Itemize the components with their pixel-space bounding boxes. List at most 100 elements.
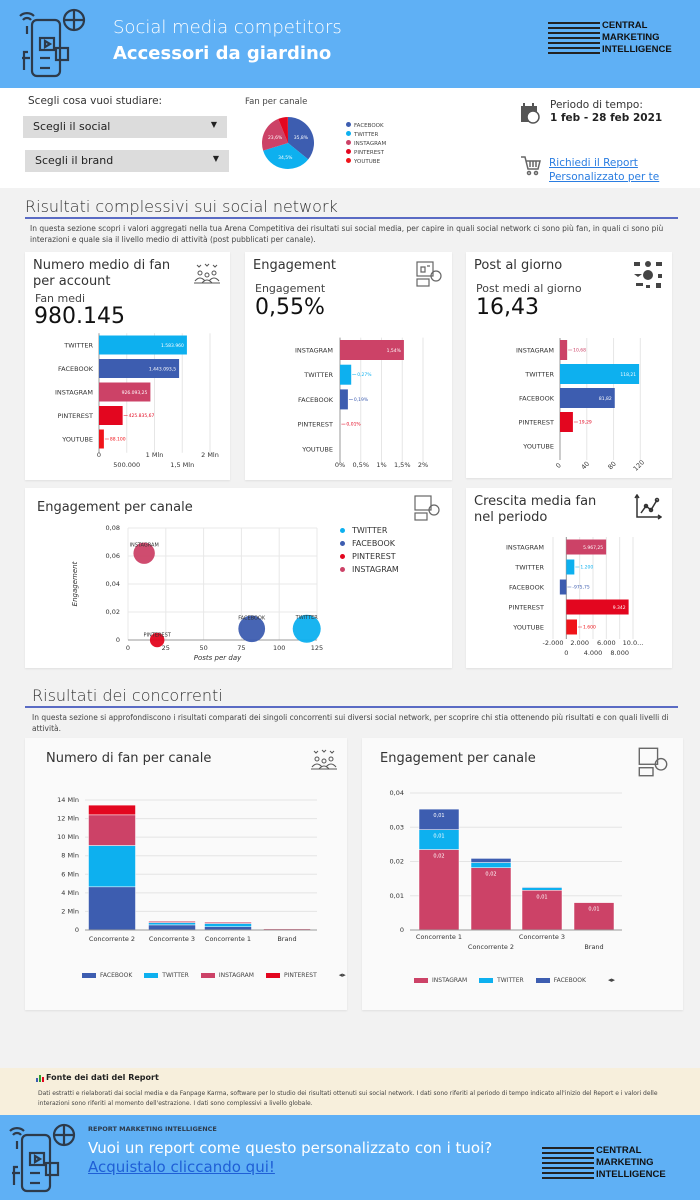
bar-segment-facebook	[148, 924, 196, 931]
bar-facebook	[340, 389, 348, 410]
kpi-label: Engagement	[255, 282, 326, 295]
calendar-icon	[521, 103, 540, 124]
bar-pinterest	[566, 599, 629, 615]
bar-value-label: 1.583.960	[161, 343, 184, 349]
bar-segment-facebook	[418, 808, 460, 830]
bar-value-label: -975,75	[572, 585, 590, 591]
legend-item-facebook: FACEBOOK	[535, 977, 586, 984]
x-tick-label: -2.000	[543, 639, 564, 647]
buy-report-link[interactable]: Acquistalo cliccando qui!	[88, 1158, 275, 1176]
category-label: PINTEREST	[298, 421, 334, 429]
category-label: Concorrente 1	[205, 935, 251, 943]
social-select[interactable]: Scegli il social ▼	[23, 116, 227, 138]
y-tick-label: 0,04	[390, 789, 404, 797]
legend-pager-arrows[interactable]: ◂▸	[338, 971, 346, 979]
y-tick-label: 0	[75, 926, 79, 934]
fans-stacked-bar-chart: 0 2 Mln 4 Mln 6 Mln 8 Mln 10 Mln 12 Mln 14 Mln C…	[57, 796, 317, 943]
y-tick-label: 8 Mln	[61, 852, 79, 860]
card-title: Numero medio di fan per account	[33, 258, 171, 289]
x-tick-label: 8.000	[610, 649, 629, 657]
category-label: YOUTUBE	[512, 624, 544, 632]
x-tick-label: 80	[606, 460, 618, 472]
x-tick-label: 75	[237, 644, 245, 652]
bar-value-label: 0,19%	[354, 397, 369, 403]
x-tick-label: 500.000	[113, 461, 140, 469]
bar-value-label: 118,21	[620, 372, 636, 378]
card-title: Crescita media fan nel periodo	[474, 494, 597, 525]
fans-per-channel-card: Numero di fan per canale 0 2 Mln 4 Mln 6 Ml…	[25, 738, 347, 1010]
x-tick-label: 120	[632, 458, 646, 472]
segment-value-label: 0,01	[433, 813, 444, 819]
bar-twitter	[340, 364, 352, 385]
legend-item-youtube: YOUTUBE	[346, 158, 386, 167]
banner-headline: Vuoi un report come questo personalizzat…	[88, 1139, 493, 1157]
kpi-value: 0,55%	[255, 295, 325, 320]
card-title: Engagement per canale	[380, 751, 536, 766]
central-marketing-intelligence-logo: CENTRAL MARKETING INTELLIGENCE	[542, 1145, 677, 1185]
card-title: Post al giorno	[474, 258, 563, 273]
card-title: Numero di fan per canale	[46, 751, 212, 766]
central-marketing-intelligence-logo: CENTRAL MARKETING INTELLIGENCE	[548, 20, 683, 60]
segment-value-label: 0,01	[588, 907, 599, 913]
y-tick-label: 6 Mln	[61, 870, 79, 878]
social-engagement-icon	[638, 747, 668, 777]
category-label: PINTEREST	[58, 412, 94, 420]
y-tick-label: 0	[400, 926, 404, 934]
bar-value-label: 88.100	[110, 437, 126, 443]
card-title: Engagement	[253, 258, 336, 273]
category-label: TWITTER	[63, 342, 93, 350]
x-tick-label: 125	[311, 644, 323, 652]
card-title: Engagement per canale	[37, 500, 193, 515]
kpi-label: Fan medi	[35, 292, 86, 305]
category-label: INSTAGRAM	[516, 347, 554, 355]
legend-item-pinterest: PINTEREST	[265, 972, 317, 979]
avg-fans-card: Numero medio di fan per account Fan medi…	[25, 252, 230, 480]
bar-value-label: 5.967,25	[583, 545, 603, 551]
category-label: TWITTER	[303, 371, 333, 379]
social-phone-icon	[19, 8, 86, 78]
category-label: TWITTER	[514, 564, 544, 572]
bubble-label: INSTAGRAM	[130, 542, 159, 548]
bar-instagram	[340, 340, 404, 360]
legend-item-facebook: FACEBOOK	[340, 539, 399, 548]
controls-bar: Scegli cosa vuoi studiare: Scegli il soc…	[0, 88, 700, 188]
bar-segment-twitter	[521, 887, 563, 891]
bubble-label: FACEBOOK	[238, 615, 266, 621]
bar-value-label: 1.600	[583, 625, 596, 631]
y-axis-title: Engagement	[71, 561, 79, 606]
x-tick-label: 1,5%	[394, 461, 411, 469]
shopping-cart-icon	[521, 156, 541, 176]
legend-item-twitter: TWITTER	[340, 526, 399, 535]
legend-item-twitter: TWITTER	[144, 972, 189, 979]
segment-value-label: 0,01	[433, 834, 444, 840]
legend-item-instagram: INSTAGRAM	[340, 565, 399, 574]
bubble-legend: TWITTER FACEBOOK PINTEREST INSTAGRAM	[340, 526, 399, 578]
category-label: PINTEREST	[509, 604, 545, 612]
bar-pinterest	[560, 412, 573, 432]
legend-pager-arrows[interactable]: ◂▸	[607, 976, 615, 984]
social-engagement-icon	[416, 261, 442, 287]
bar-segment-facebook	[88, 886, 136, 931]
bar-segment-twitter	[204, 923, 252, 927]
y-tick-label: 0,02	[390, 858, 404, 866]
category-label: INSTAGRAM	[506, 544, 544, 552]
category-label: Concorrente 3	[149, 935, 195, 943]
people-hearts-icon	[194, 263, 220, 284]
bubble-pinterest	[149, 632, 165, 648]
pie-title: Fan per canale	[245, 97, 308, 107]
category-label: FACEBOOK	[58, 365, 94, 373]
banner-kicker: REPORT MARKETING INTELLIGENCE	[88, 1125, 217, 1133]
x-tick-label: 0	[97, 451, 101, 459]
category-label: FACEBOOK	[509, 584, 545, 592]
category-label: Concorrente 2	[89, 935, 135, 943]
y-tick-label: 10 Mln	[57, 833, 79, 841]
brand-select[interactable]: Scegli il brand ▼	[25, 150, 229, 172]
x-tick-label: 1,5 Mln	[170, 461, 194, 469]
bar-youtube	[566, 619, 577, 635]
x-tick-label: 0	[554, 461, 563, 470]
request-report-link[interactable]: Richiedi il Report Personalizzato per te	[549, 157, 660, 183]
bar-segment-pinterest	[88, 804, 136, 816]
segment-value-label: 0,02	[485, 872, 496, 878]
data-source-box: Fonte dei dati del Report Dati estratti …	[0, 1068, 700, 1115]
chart-legend: FACEBOOK TWITTER INSTAGRAM PINTEREST ◂▸	[82, 971, 346, 979]
